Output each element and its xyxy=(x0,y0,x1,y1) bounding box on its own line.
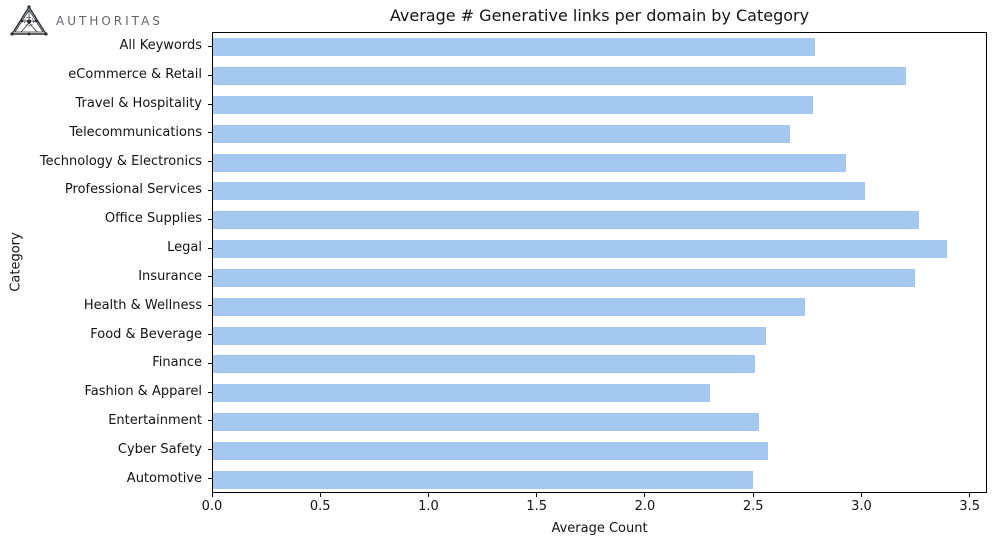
y-tick-label: Entertainment xyxy=(108,412,202,428)
bar-legal xyxy=(213,240,948,259)
y-tick-label: Technology & Electronics xyxy=(39,153,202,169)
x-tick-mark xyxy=(644,493,646,497)
y-tick-mark xyxy=(208,189,212,191)
y-tick-mark xyxy=(208,74,212,76)
y-tick-label: Cyber Safety xyxy=(117,441,202,457)
bar-finance xyxy=(213,355,755,374)
x-tick-label: 3.0 xyxy=(851,499,872,514)
y-tick-label: Food & Beverage xyxy=(90,326,202,342)
y-tick-label: Health & Wellness xyxy=(83,297,202,313)
x-tick-label: 0.0 xyxy=(201,499,223,514)
y-axis-title: Category xyxy=(8,232,24,292)
x-tick-mark xyxy=(536,493,538,497)
bar-all-keywords xyxy=(213,38,816,57)
bar-telecommunications xyxy=(213,124,790,143)
y-tick-mark xyxy=(208,161,212,163)
y-tick-label: Fashion & Apparel xyxy=(84,384,202,400)
y-tick-label: Finance xyxy=(152,355,202,371)
y-tick-label: Insurance xyxy=(138,268,202,284)
x-tick-mark xyxy=(752,493,754,497)
x-tick-mark xyxy=(427,493,429,497)
y-tick-mark xyxy=(208,362,212,364)
bar-cyber-safety xyxy=(213,441,768,460)
y-tick-label: Telecommunications xyxy=(69,124,202,140)
x-tick-label: 2.0 xyxy=(634,499,656,514)
bar-fashion-apparel xyxy=(213,384,710,403)
y-tick-label: eCommerce & Retail xyxy=(68,67,202,83)
plot-area xyxy=(212,32,987,493)
y-tick-label: Office Supplies xyxy=(104,211,202,227)
bar-technology-electronics xyxy=(213,153,846,172)
x-tick-mark xyxy=(211,493,213,497)
x-tick-label: 2.5 xyxy=(742,499,764,514)
bar-ecommerce-retail xyxy=(213,67,907,86)
bar-insurance xyxy=(213,268,915,287)
y-tick-mark xyxy=(208,103,212,105)
y-tick-label: Professional Services xyxy=(64,182,202,198)
y-tick-mark xyxy=(208,45,212,47)
x-tick-label: 3.5 xyxy=(959,499,981,514)
y-tick-mark xyxy=(208,276,212,278)
bar-professional-services xyxy=(213,182,866,201)
y-tick-label: Legal xyxy=(167,240,202,256)
bar-travel-hospitality xyxy=(213,96,814,115)
y-tick-mark xyxy=(208,132,212,134)
x-tick-label: 1.0 xyxy=(418,499,439,514)
x-tick-label: 1.5 xyxy=(526,499,548,514)
bar-office-supplies xyxy=(213,211,920,230)
y-tick-label: Travel & Hospitality xyxy=(75,96,203,112)
authoritas-logo-icon xyxy=(10,5,48,36)
x-tick-mark xyxy=(969,493,971,497)
y-tick-mark xyxy=(208,247,212,249)
bar-automotive xyxy=(213,470,753,489)
chart-title: Average # Generative links per domain by… xyxy=(389,6,810,25)
y-tick-mark xyxy=(208,334,212,336)
authoritas-logo-text: AUTHORITAS xyxy=(56,13,163,28)
y-tick-mark xyxy=(208,218,212,220)
y-tick-mark xyxy=(208,391,212,393)
y-tick-label: All Keywords xyxy=(119,38,202,54)
bar-health-wellness xyxy=(213,297,805,316)
y-tick-mark xyxy=(208,478,212,480)
y-tick-mark xyxy=(208,449,212,451)
bar-food-beverage xyxy=(213,326,766,345)
y-tick-mark xyxy=(208,420,212,422)
x-tick-label: 0.5 xyxy=(309,499,331,514)
y-tick-mark xyxy=(208,305,212,307)
x-tick-mark xyxy=(860,493,862,497)
authoritas-logo: AUTHORITAS xyxy=(10,5,163,36)
bar-entertainment xyxy=(213,412,760,431)
x-tick-mark xyxy=(319,493,321,497)
x-axis-title: Average Count xyxy=(551,521,648,536)
y-tick-label: Automotive xyxy=(126,470,202,486)
